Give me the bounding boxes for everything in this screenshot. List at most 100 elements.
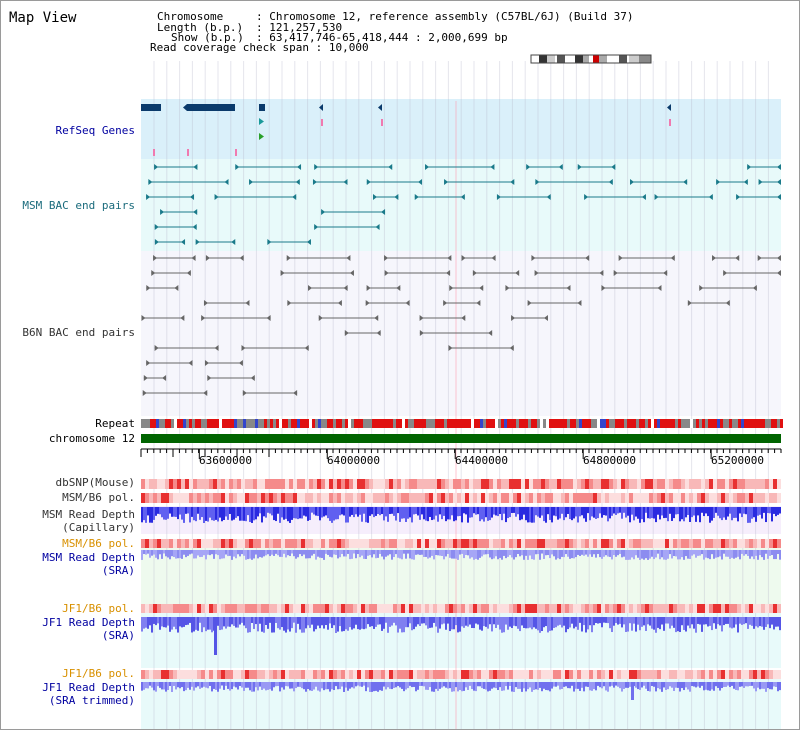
depth-bar xyxy=(561,550,563,557)
track-label-msm-bac[interactable]: MSM BAC end pairs xyxy=(22,199,135,212)
heat-strip-cell xyxy=(441,493,445,503)
coverage-label: Read coverage check span xyxy=(150,41,309,54)
heat-strip-cell xyxy=(689,670,693,679)
depth-bar xyxy=(159,507,161,515)
depth-bar xyxy=(691,617,693,625)
heat-strip-cell xyxy=(773,493,777,503)
axis-tick-label: 63600000 xyxy=(199,454,252,467)
heat-strip-cell xyxy=(637,539,641,548)
heat-strip-cell xyxy=(141,604,145,613)
depth-bar xyxy=(317,682,319,691)
bac-end-marker xyxy=(425,164,430,170)
depth-bar xyxy=(307,617,309,626)
repeat-segment xyxy=(627,419,630,428)
heat-strip-cell xyxy=(405,493,409,503)
depth-bar xyxy=(247,507,249,516)
gene-arrow xyxy=(259,118,264,125)
track-label-refseq[interactable]: RefSeq Genes xyxy=(55,124,135,137)
depth-bar xyxy=(397,617,399,633)
depth-bar xyxy=(257,507,259,517)
heat-strip-cell xyxy=(177,479,181,489)
bac-end-marker xyxy=(394,194,399,200)
depth-bar xyxy=(269,682,271,690)
gene-feature xyxy=(141,104,161,111)
bac-end-marker xyxy=(577,300,582,306)
depth-bar xyxy=(681,550,683,558)
heat-strip-cell xyxy=(293,493,297,503)
depth-bar xyxy=(481,617,483,631)
track-label-b6n-bac[interactable]: B6N BAC end pairs xyxy=(22,326,135,339)
depth-bar xyxy=(229,617,231,627)
depth-bar xyxy=(517,682,519,689)
repeat-segment xyxy=(396,419,399,428)
repeat-segment xyxy=(147,419,150,428)
depth-bar xyxy=(251,507,253,523)
heat-strip-cell xyxy=(725,479,729,489)
depth-bar xyxy=(291,617,293,629)
depth-bar xyxy=(619,550,621,554)
track-label-msm-b6-pol[interactable]: MSM/B6 pol. xyxy=(62,491,135,504)
heat-strip-cell xyxy=(185,604,189,613)
heat-strip-cell xyxy=(593,604,597,613)
heat-strip-cell xyxy=(529,670,533,679)
heat-strip-cell xyxy=(313,604,317,613)
depth-bar xyxy=(395,617,397,626)
depth-bar xyxy=(639,507,641,523)
depth-bar xyxy=(501,550,503,560)
heat-strip-cell xyxy=(737,604,741,613)
depth-bar xyxy=(245,550,247,560)
repeat-segment xyxy=(684,419,687,428)
depth-bar xyxy=(283,507,285,520)
depth-bar xyxy=(343,617,345,632)
repeat-segment xyxy=(195,419,198,428)
heat-strip-cell xyxy=(397,493,401,503)
track-label-dbsnp[interactable]: dbSNP(Mouse) xyxy=(55,476,135,489)
depth-bar xyxy=(525,682,527,692)
track-label-jf1-depth-sra[interactable]: JF1 Read Depth xyxy=(42,616,135,629)
track-label-msm-depth-cap[interactable]: MSM Read Depth xyxy=(42,508,135,521)
depth-bar xyxy=(575,682,577,689)
depth-bar xyxy=(625,507,627,518)
track-label-jf1-depth-trim[interactable]: JF1 Read Depth xyxy=(42,681,135,694)
track-label-jf1-b6-pol-2[interactable]: JF1/B6 pol. xyxy=(62,667,135,680)
depth-bar xyxy=(699,507,701,523)
depth-bar xyxy=(341,617,343,632)
repeat-segment xyxy=(213,419,216,428)
heat-strip-cell xyxy=(725,539,729,548)
heat-strip-cell xyxy=(445,670,449,679)
depth-bar xyxy=(141,682,143,691)
depth-bar xyxy=(313,507,315,515)
heat-strip-cell xyxy=(553,604,557,613)
depth-bar xyxy=(325,617,327,626)
depth-bar xyxy=(393,617,395,623)
depth-bar xyxy=(271,682,273,691)
track-label-msm-depth-sra[interactable]: MSM Read Depth xyxy=(42,551,135,564)
depth-bar xyxy=(771,550,773,556)
heat-strip-cell xyxy=(641,493,645,503)
bac-end-marker xyxy=(418,179,423,185)
track-label-jf1-b6-pol[interactable]: JF1/B6 pol. xyxy=(62,602,135,615)
track-label-msm-b6-pol-2[interactable]: MSM/B6 pol. xyxy=(62,537,135,550)
repeat-segment xyxy=(348,419,351,428)
repeat-segment xyxy=(555,419,558,428)
depth-bar xyxy=(465,682,467,688)
depth-bar xyxy=(375,617,377,627)
depth-bar xyxy=(679,550,681,560)
bac-end-marker xyxy=(446,270,451,276)
depth-bar xyxy=(721,682,723,689)
depth-bar xyxy=(151,507,153,523)
depth-bar xyxy=(461,550,463,554)
heat-strip-cell xyxy=(261,493,265,503)
depth-bar xyxy=(427,682,429,690)
depth-bar xyxy=(157,507,159,514)
repeat-segment xyxy=(321,419,324,428)
depth-bar xyxy=(713,507,715,518)
heat-strip-cell xyxy=(485,670,489,679)
heat-strip-cell xyxy=(301,604,305,613)
depth-bar xyxy=(601,682,603,689)
heat-strip-cell xyxy=(429,604,433,613)
heat-strip-cell xyxy=(149,670,153,679)
depth-bar xyxy=(271,550,273,555)
depth-bar xyxy=(687,507,689,515)
